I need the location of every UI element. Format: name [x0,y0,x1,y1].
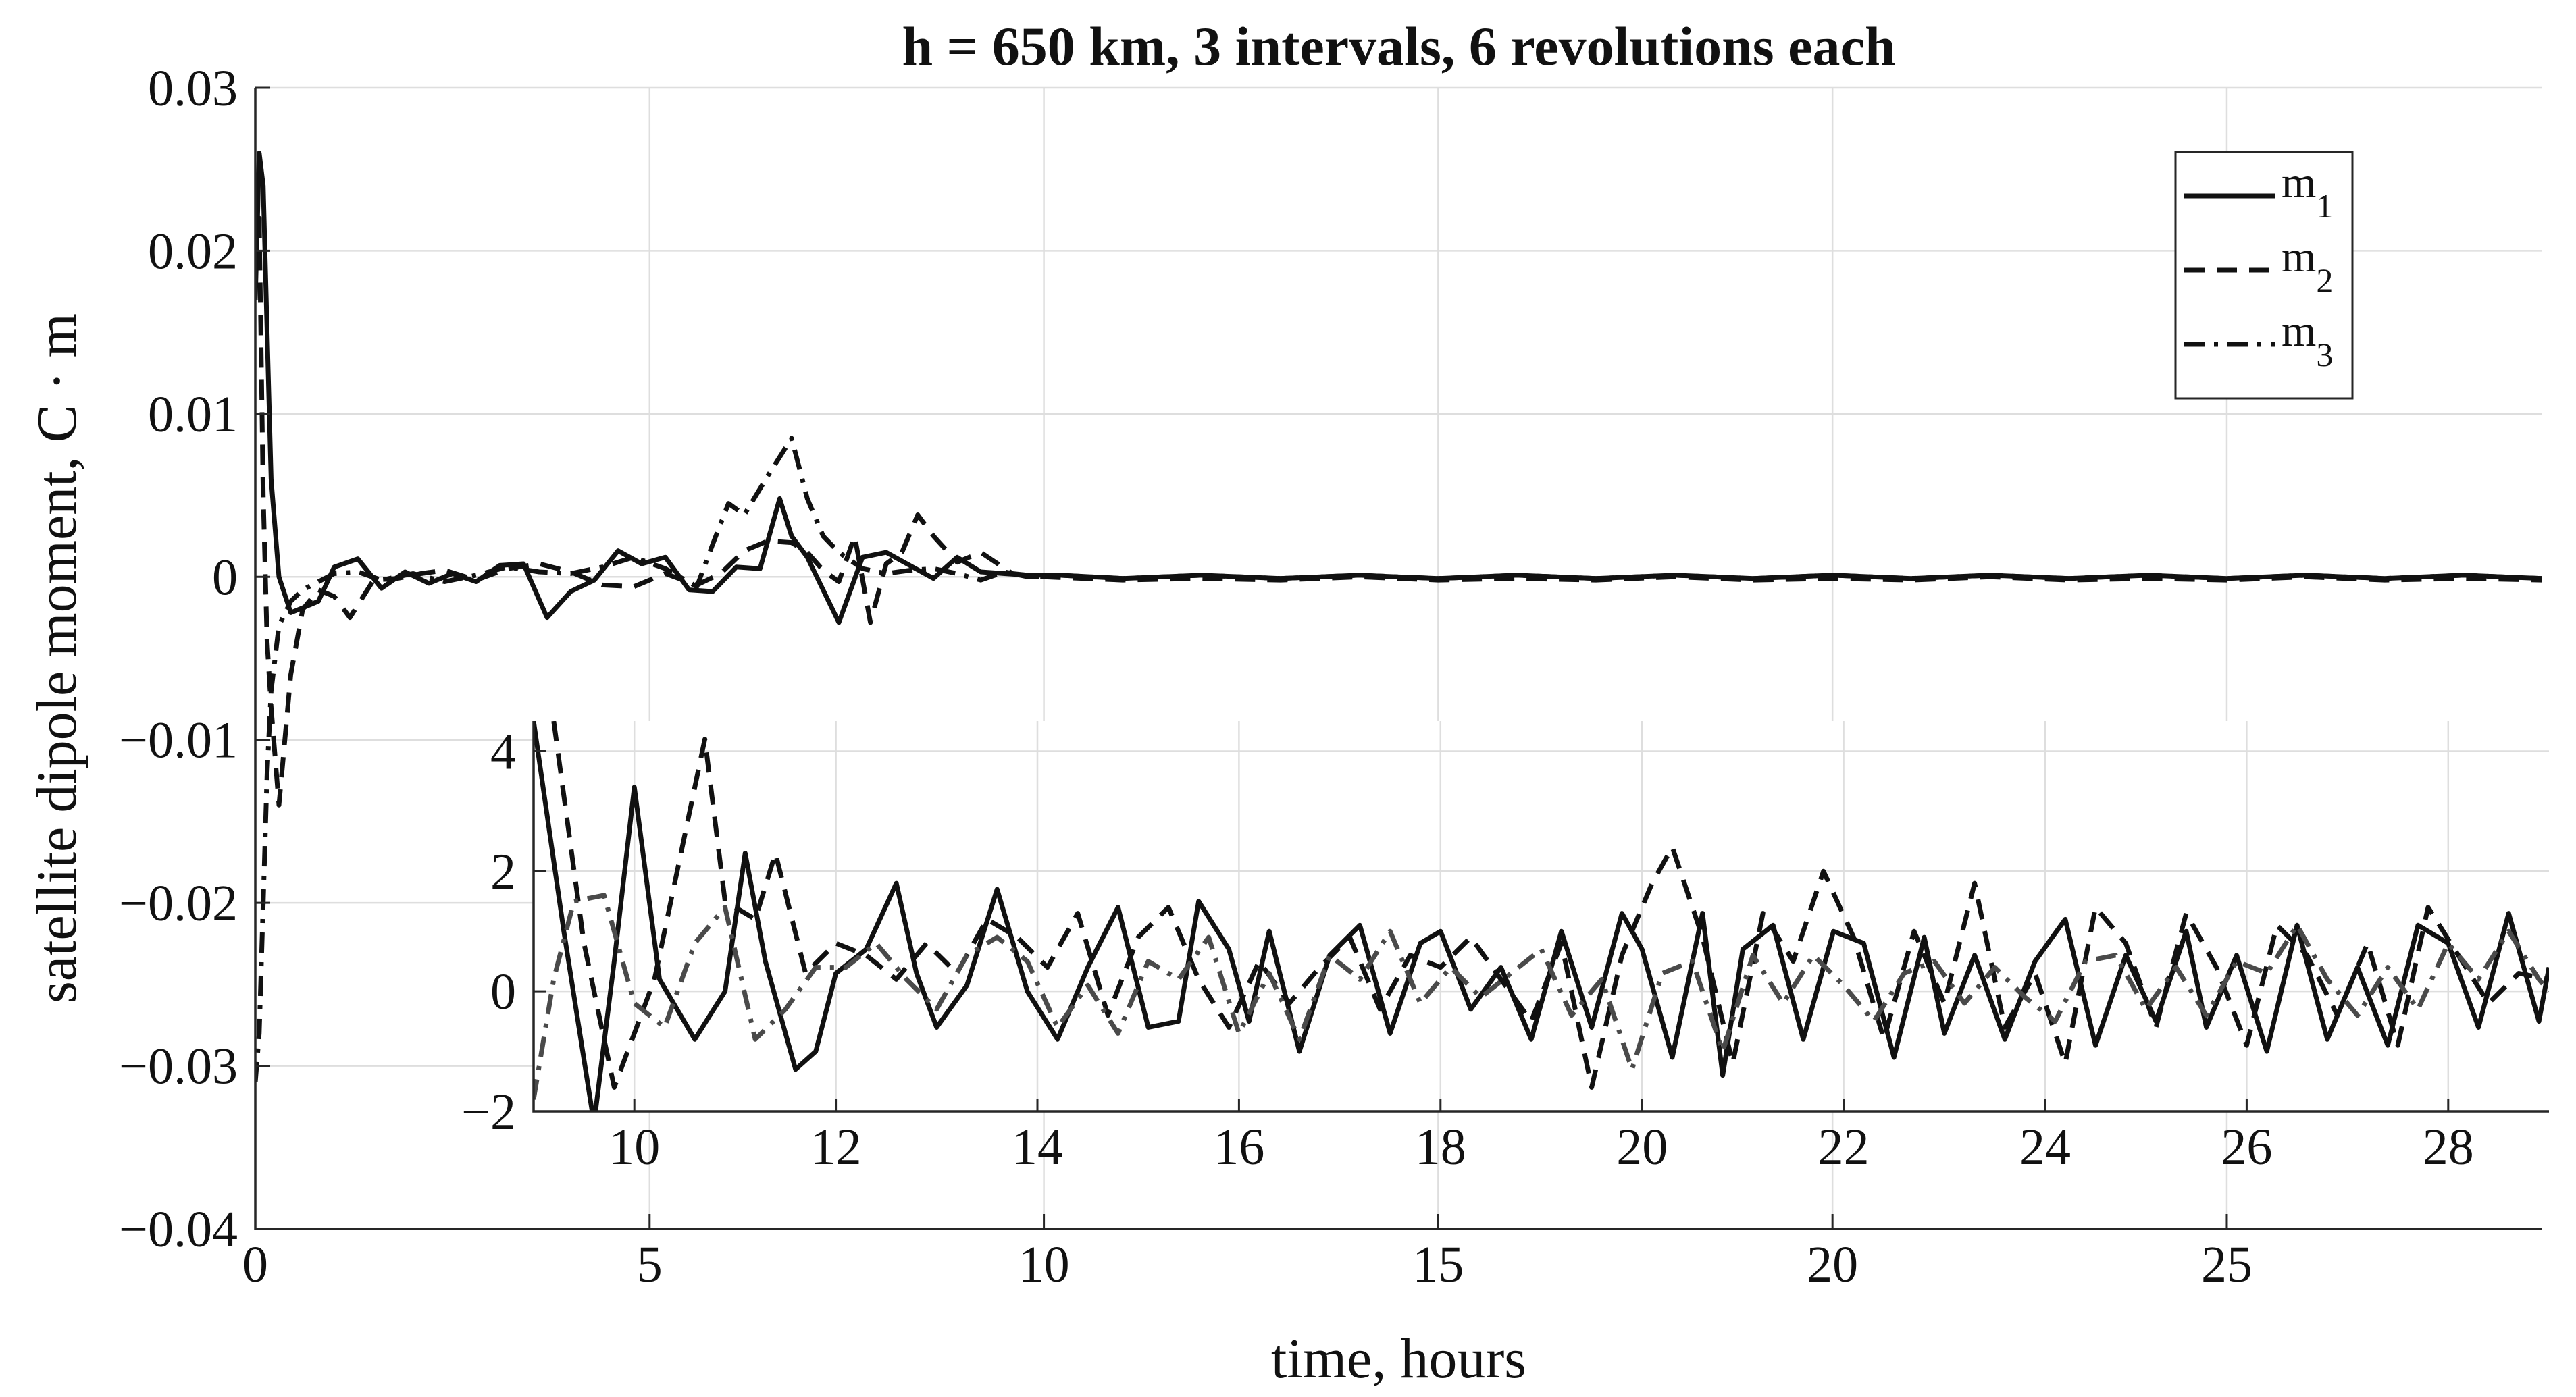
legend-label-base: m [2282,158,2316,207]
inset-x-tick-label: 18 [1415,1119,1466,1176]
legend-label-subscript: 2 [2316,261,2333,299]
inset-plot-area [534,721,2549,1111]
main-x-tick-label: 15 [1412,1236,1464,1293]
inset-y-tick-labels: −2 0 2 4 [461,723,516,1140]
y-axis-label: satellite dipole moment, C · m [26,313,88,1003]
x-axis-label: time, hours [1271,1327,1526,1390]
main-series-group [255,151,2542,1082]
inset-y-tick-label: −2 [461,1084,516,1140]
legend-label: m1 [2282,158,2333,225]
main-y-tick-label: 0 [212,549,238,606]
inset-x-tick-label: 28 [2423,1119,2474,1176]
inset-series-m2 [551,721,2549,1090]
main-y-tick-label: −0.04 [119,1201,238,1258]
legend-label-base: m [2282,307,2316,356]
legend-label-subscript: 1 [2316,187,2333,225]
inset-x-tick-label: 10 [609,1119,660,1176]
chart-title: h = 650 km, 3 intervals, 6 revolutions e… [902,16,1895,77]
inset-x-tick-label: 20 [1616,1119,1668,1176]
inset-x-tick-label: 16 [1213,1119,1264,1176]
main-y-tick-label: −0.01 [119,712,238,769]
main-y-tick-label: 0.03 [148,60,238,117]
main-y-tick-labels: −0.04 −0.03 −0.02 −0.01 0 0.01 0.02 0.03 [119,60,238,1258]
main-x-tick-labels: 0 5 10 15 20 25 [242,1236,2252,1293]
legend-label-base: m [2282,232,2316,282]
main-x-tick-label: 20 [1807,1236,1858,1293]
inset-y-tick-label: 4 [490,723,516,780]
inset-x-tick-label: 14 [1012,1119,1063,1176]
inset-series-m3 [534,893,2549,1100]
legend-label: m3 [2282,307,2333,373]
main-series-m3 [255,436,2542,1082]
inset-x-tick-label: 24 [2019,1119,2071,1176]
main-y-tick-label: −0.02 [119,875,238,932]
main-ticks [254,86,2228,1230]
inset-ticks [534,749,2450,1113]
legend-label: m2 [2282,232,2333,299]
main-x-tick-label: 5 [637,1236,663,1293]
inset-y-tick-label: 0 [490,964,516,1020]
main-series-m2 [255,215,2542,808]
inset-x-tick-label: 22 [1818,1119,1870,1176]
inset-x-tick-labels: 10 12 14 16 18 20 22 24 26 28 [609,1119,2474,1176]
main-x-tick-label: 10 [1019,1236,1070,1293]
inset-x-tick-label: 26 [2221,1119,2272,1176]
inset-x-tick-label: 12 [810,1119,862,1176]
main-x-tick-label: 25 [2201,1236,2252,1293]
main-y-tick-label: −0.03 [119,1038,238,1095]
legend-label-subscript: 3 [2316,336,2333,373]
main-y-tick-label: 0.01 [148,386,238,443]
inset-y-tick-label: 2 [490,843,516,900]
main-y-tick-label: 0.02 [148,223,238,280]
legend-box [2174,151,2354,400]
main-x-tick-label: 0 [242,1236,268,1293]
inset-series-group [534,721,2549,1111]
